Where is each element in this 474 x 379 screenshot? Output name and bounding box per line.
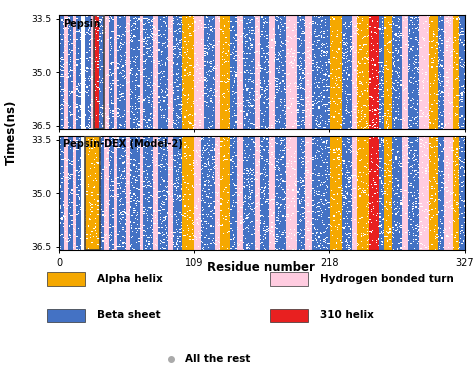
Text: All the rest: All the rest (185, 354, 250, 363)
Text: Beta sheet: Beta sheet (97, 310, 161, 320)
Text: Residue number: Residue number (207, 261, 315, 274)
FancyBboxPatch shape (270, 309, 308, 322)
Bar (85, 136, 100, 250)
Bar (94, 15, 104, 129)
Text: Times(ns): Times(ns) (5, 100, 18, 165)
Text: Pepsin: Pepsin (64, 19, 100, 28)
FancyBboxPatch shape (270, 272, 308, 286)
Text: Hydrogen bonded turn: Hydrogen bonded turn (320, 274, 454, 284)
FancyBboxPatch shape (47, 272, 85, 286)
Text: Alpha helix: Alpha helix (97, 274, 163, 284)
Text: 310 helix: 310 helix (320, 310, 374, 320)
Text: Pepsin-DEX (Model-2): Pepsin-DEX (Model-2) (64, 139, 183, 149)
FancyBboxPatch shape (47, 309, 85, 322)
